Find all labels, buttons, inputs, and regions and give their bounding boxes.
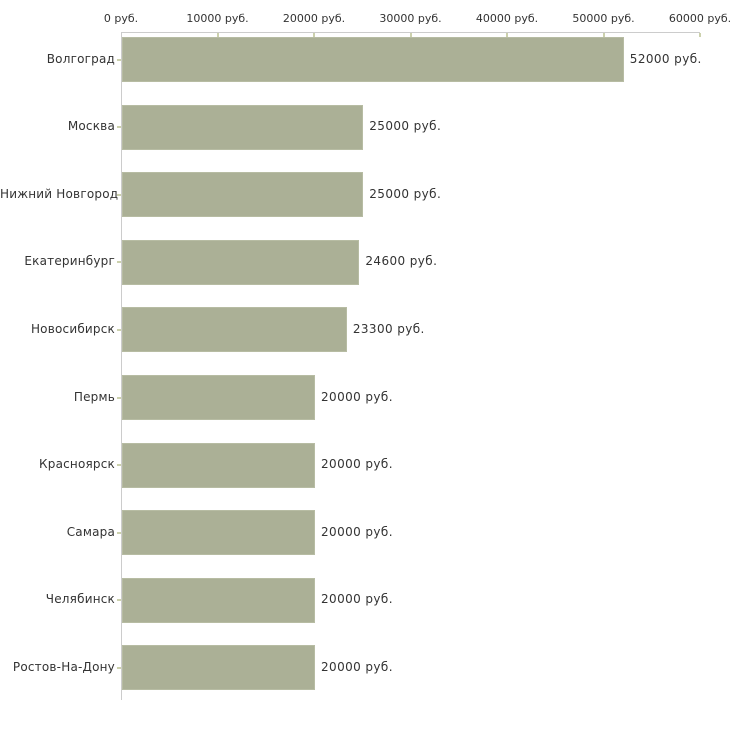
value-label: 20000 руб.: [321, 659, 393, 674]
bar: [122, 510, 315, 556]
category-label: Челябинск: [45, 592, 115, 607]
x-axis-tick-label: 30000 руб.: [379, 12, 442, 25]
y-axis-tick-mark: [117, 126, 121, 129]
value-label: 25000 руб.: [369, 119, 442, 134]
bar-row: Новосибирск 23300 руб.: [0, 302, 730, 370]
x-axis-tick-label: 40000 руб.: [475, 12, 539, 25]
bar: [122, 442, 315, 488]
value-label: 23300 руб.: [352, 321, 425, 336]
bar-row: Самара 20000 руб.: [0, 505, 730, 573]
value-label: 20000 руб.: [321, 389, 393, 404]
x-axis-tick-mark: [506, 33, 508, 37]
value-label: 25000 руб.: [369, 186, 442, 201]
x-axis-tick-label: 50000 руб.: [572, 12, 635, 25]
y-axis-tick-mark: [117, 464, 121, 467]
bar: [122, 104, 364, 150]
x-axis-tick-label: 20000 руб.: [282, 12, 346, 25]
y-axis-tick-mark: [117, 599, 121, 602]
bar: [122, 239, 360, 285]
bar: [122, 577, 315, 623]
x-axis-tick-label: 60000 руб.: [668, 12, 730, 25]
bar-row: Челябинск 20000 руб.: [0, 573, 730, 641]
category-label: Самара: [66, 524, 115, 539]
value-label: 24600 руб.: [365, 254, 438, 269]
y-axis-tick-mark: [117, 666, 121, 669]
bar-row: Красноярск 20000 руб.: [0, 438, 730, 506]
category-label: Красноярск: [39, 457, 115, 472]
bar: [122, 375, 315, 420]
bar: [122, 172, 364, 218]
bar-row: Екатеринбург 24600 руб.: [0, 235, 730, 303]
value-label: 20000 руб.: [321, 524, 393, 539]
x-axis-tick-mark: [602, 33, 605, 37]
y-axis-tick-mark: [117, 396, 121, 399]
category-label: Москва: [67, 119, 115, 134]
y-axis-tick-mark: [117, 58, 121, 61]
bar-row: Волгоград 52000 руб.: [0, 32, 730, 100]
x-axis-tick-label: 0 руб.: [103, 12, 139, 25]
value-label: 20000 руб.: [321, 457, 393, 472]
category-label: Пермь: [73, 389, 115, 404]
y-axis-tick-mark: [117, 193, 121, 196]
y-axis-tick-mark: [117, 531, 121, 534]
y-axis-line: [121, 32, 122, 700]
category-label: Екатеринбург: [24, 254, 115, 269]
bar: [122, 307, 347, 353]
y-axis-tick-mark: [117, 261, 121, 264]
category-label: Ростов-На-Дону: [12, 659, 115, 674]
category-label: Нижний Новгород: [0, 186, 119, 201]
bar-row: Ростов-На-Дону 20000 руб.: [0, 640, 730, 708]
x-axis-tick-mark: [216, 33, 219, 37]
bar-row: Нижний Новгород 25000 руб.: [0, 167, 730, 235]
x-axis-line: [121, 32, 700, 33]
bar-row: Москва 25000 руб.: [0, 100, 730, 168]
value-label: 52000 руб.: [629, 51, 702, 66]
value-label: 20000 руб.: [321, 592, 393, 607]
bar: [122, 645, 315, 691]
category-label: Новосибирск: [30, 321, 115, 336]
x-axis-tick-mark: [313, 33, 315, 37]
category-label: Волгоград: [46, 51, 115, 66]
bar: [122, 37, 624, 82]
x-axis-tick-mark: [409, 33, 412, 37]
x-axis-tick-label: 10000 руб.: [186, 12, 249, 25]
x-axis-tick-mark: [699, 33, 701, 37]
bar-row: Пермь 20000 руб.: [0, 370, 730, 438]
y-axis-tick-mark: [117, 328, 121, 331]
